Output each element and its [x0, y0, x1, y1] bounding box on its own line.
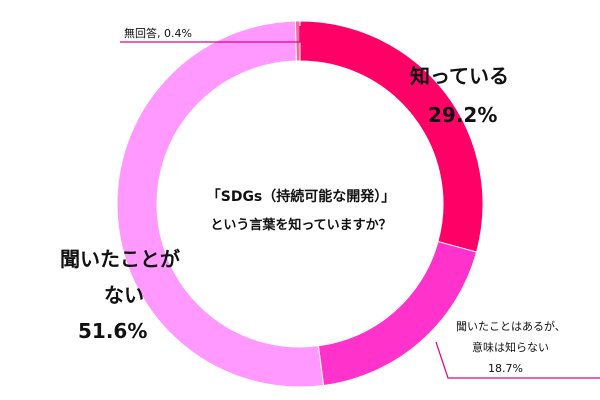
donut-slice-2 — [116, 20, 325, 388]
donut-slice-1 — [317, 240, 478, 387]
label-never-name: 聞いたことが — [60, 247, 180, 271]
label-never-name-2: ない — [104, 283, 144, 307]
label-know-value: 29.2% — [428, 103, 497, 127]
question-line-2: という言葉を知っていますか？ — [210, 217, 391, 233]
question-line-1: 「SDGs（持続可能な開発）」 — [207, 188, 396, 205]
label-heard-name-2: 意味は知らない — [472, 340, 549, 354]
donut-slices — [116, 20, 484, 388]
leader-line-heard — [435, 341, 600, 379]
label-heard-value: 18.7% — [488, 362, 523, 375]
leader-line-no-answer — [120, 26, 301, 43]
label-never-value: 51.6% — [78, 319, 147, 343]
donut-slice-3 — [294, 20, 301, 62]
label-no-answer: 無回答, 0.4% — [124, 26, 192, 40]
label-know-name: 知っている — [410, 64, 509, 88]
label-heard-name: 聞いたことはあるが、 — [456, 319, 566, 333]
